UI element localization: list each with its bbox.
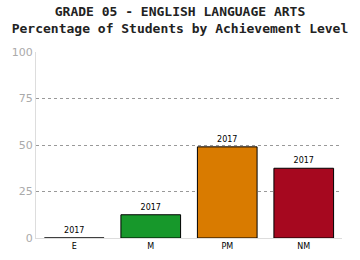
svg-text:0: 0 — [26, 232, 33, 245]
svg-text:PM: PM — [221, 242, 233, 251]
svg-text:75: 75 — [19, 92, 33, 105]
svg-text:2017: 2017 — [64, 226, 84, 235]
svg-text:50: 50 — [19, 139, 33, 152]
svg-text:25: 25 — [19, 185, 33, 198]
svg-text:E: E — [72, 242, 77, 251]
svg-text:2017: 2017 — [294, 156, 314, 165]
svg-text:2017: 2017 — [141, 203, 161, 212]
svg-text:100: 100 — [12, 46, 33, 59]
svg-text:NM: NM — [297, 242, 310, 251]
svg-text:2017: 2017 — [217, 135, 237, 144]
svg-text:M: M — [147, 242, 154, 251]
svg-text:GRADE 05 - ENGLISH LANGUAGE AR: GRADE 05 - ENGLISH LANGUAGE ARTSPercenta… — [12, 4, 349, 36]
